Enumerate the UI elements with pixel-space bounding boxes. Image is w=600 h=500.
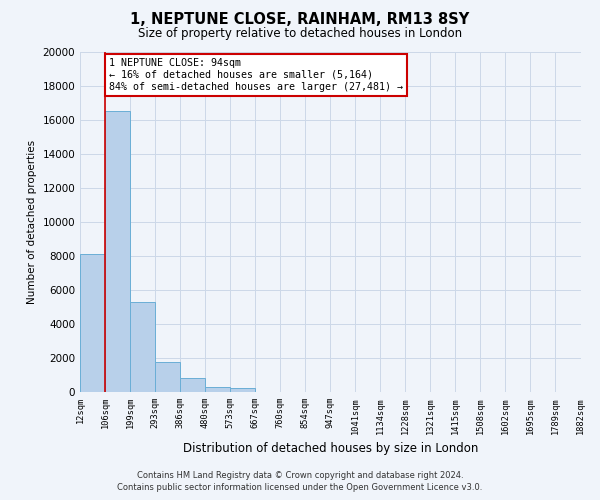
- Bar: [155, 362, 180, 392]
- Text: 1, NEPTUNE CLOSE, RAINHAM, RM13 8SY: 1, NEPTUNE CLOSE, RAINHAM, RM13 8SY: [130, 12, 470, 28]
- Text: 1 NEPTUNE CLOSE: 94sqm
← 16% of detached houses are smaller (5,164)
84% of semi-: 1 NEPTUNE CLOSE: 94sqm ← 16% of detached…: [109, 58, 403, 92]
- Bar: [130, 302, 155, 392]
- Bar: [105, 111, 130, 392]
- Bar: [180, 378, 205, 392]
- Bar: [80, 254, 105, 392]
- X-axis label: Distribution of detached houses by size in London: Distribution of detached houses by size …: [182, 442, 478, 455]
- Text: Contains HM Land Registry data © Crown copyright and database right 2024.
Contai: Contains HM Land Registry data © Crown c…: [118, 471, 482, 492]
- Bar: [230, 388, 255, 392]
- Text: Size of property relative to detached houses in London: Size of property relative to detached ho…: [138, 28, 462, 40]
- Bar: [205, 388, 230, 392]
- Y-axis label: Number of detached properties: Number of detached properties: [27, 140, 37, 304]
